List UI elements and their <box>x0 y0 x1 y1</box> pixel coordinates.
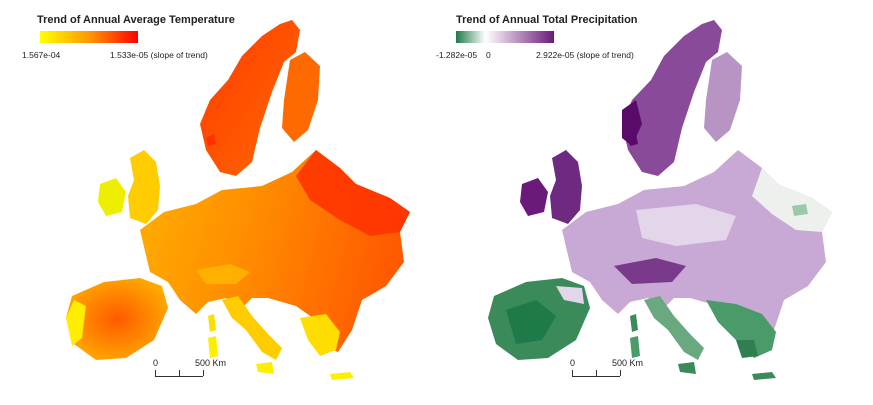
precipitation-legend-max-label: 2.922e-05 (slope of trend) <box>536 50 634 60</box>
temperature-scalebar-tick <box>179 370 180 376</box>
temperature-map-panel: Trend of Annual Average Temperature 1.56… <box>0 0 436 405</box>
precipitation-scalebar-tick <box>620 370 621 376</box>
temperature-map-title: Trend of Annual Average Temperature <box>37 14 235 26</box>
precipitation-scalebar-distance-label: 500 Km <box>612 358 644 368</box>
temperature-europe-map <box>66 20 410 380</box>
temperature-legend-min-label: 1.567e-04 <box>22 50 61 60</box>
precipitation-europe-map <box>488 20 832 380</box>
temperature-scalebar-tick <box>155 370 156 376</box>
precipitation-scalebar-zero-label: 0 <box>570 358 576 368</box>
temperature-scalebar-distance-label: 500 Km <box>195 358 227 368</box>
precipitation-legend-mid-label: 0 <box>486 50 491 60</box>
precipitation-legend-min-label: -1.282e-05 <box>436 50 478 60</box>
temperature-legend-colorbar <box>40 31 138 43</box>
precipitation-map-title: Trend of Annual Total Precipitation <box>456 14 638 26</box>
precipitation-map-panel: Trend of Annual Total Precipitation -1.2… <box>436 0 872 405</box>
precipitation-scalebar-tick <box>572 370 573 376</box>
temperature-legend-max-label: 1.533e-05 (slope of trend) <box>110 50 208 60</box>
temperature-scalebar-zero-label: 0 <box>153 358 159 368</box>
temperature-scalebar-line <box>155 376 203 377</box>
precipitation-scalebar-line <box>572 376 620 377</box>
temperature-scalebar: 0 500 Km <box>153 358 243 388</box>
precipitation-scalebar: 0 500 Km <box>570 358 660 388</box>
temperature-scalebar-tick <box>203 370 204 376</box>
precipitation-scalebar-tick <box>596 370 597 376</box>
precipitation-legend-colorbar <box>456 31 554 43</box>
